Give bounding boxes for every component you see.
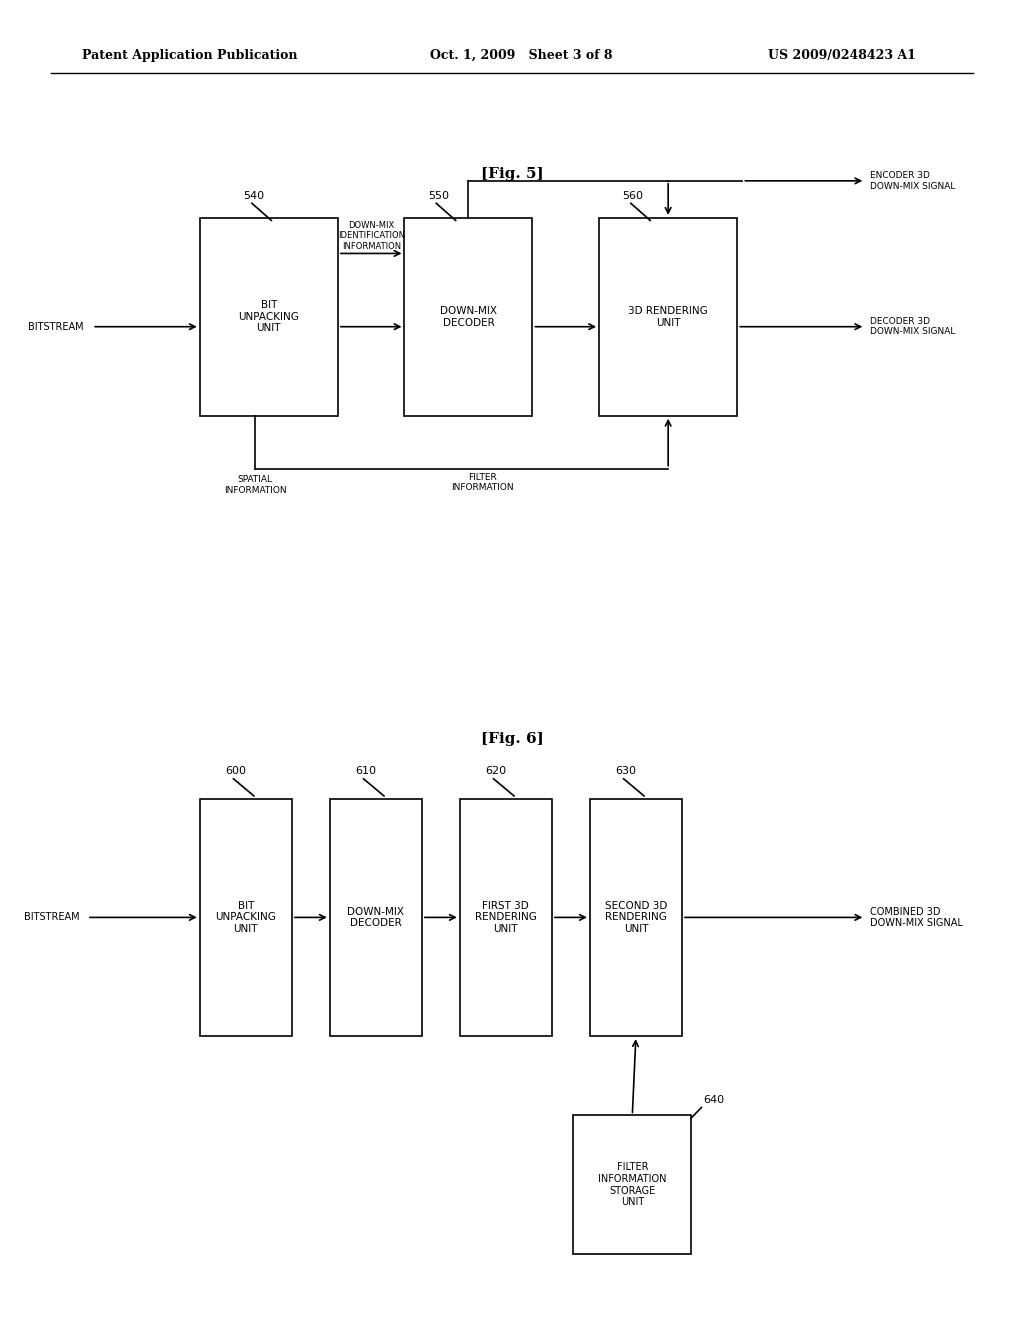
FancyBboxPatch shape xyxy=(573,1115,691,1254)
Text: DECODER 3D
DOWN-MIX SIGNAL: DECODER 3D DOWN-MIX SIGNAL xyxy=(870,317,955,337)
Text: Patent Application Publication: Patent Application Publication xyxy=(82,49,297,62)
Text: BITSTREAM: BITSTREAM xyxy=(25,912,80,923)
Text: DOWN-MIX
DECODER: DOWN-MIX DECODER xyxy=(440,306,497,327)
FancyBboxPatch shape xyxy=(460,799,552,1036)
Text: SPATIAL
INFORMATION: SPATIAL INFORMATION xyxy=(223,475,287,495)
FancyBboxPatch shape xyxy=(590,799,682,1036)
Text: 600: 600 xyxy=(225,766,246,776)
Text: 560: 560 xyxy=(623,190,643,201)
Text: ENCODER 3D
DOWN-MIX SIGNAL: ENCODER 3D DOWN-MIX SIGNAL xyxy=(870,172,955,190)
Text: 640: 640 xyxy=(703,1094,725,1105)
Text: DOWN-MIX
IDENTIFICATION
INFORMATION: DOWN-MIX IDENTIFICATION INFORMATION xyxy=(338,220,404,251)
Text: [Fig. 6]: [Fig. 6] xyxy=(480,733,544,746)
Text: Oct. 1, 2009   Sheet 3 of 8: Oct. 1, 2009 Sheet 3 of 8 xyxy=(430,49,612,62)
Text: SECOND 3D
RENDERING
UNIT: SECOND 3D RENDERING UNIT xyxy=(605,900,667,935)
FancyBboxPatch shape xyxy=(200,218,338,416)
Text: FILTER
INFORMATION: FILTER INFORMATION xyxy=(451,473,513,492)
Text: [Fig. 5]: [Fig. 5] xyxy=(480,168,544,181)
Text: 540: 540 xyxy=(244,190,264,201)
FancyBboxPatch shape xyxy=(330,799,422,1036)
Text: FILTER
INFORMATION
STORAGE
UNIT: FILTER INFORMATION STORAGE UNIT xyxy=(598,1163,667,1206)
Text: BITSTREAM: BITSTREAM xyxy=(29,322,84,331)
Text: 550: 550 xyxy=(428,190,449,201)
Text: 610: 610 xyxy=(355,766,376,776)
Text: 620: 620 xyxy=(485,766,506,776)
Text: BIT
UNPACKING
UNIT: BIT UNPACKING UNIT xyxy=(215,900,276,935)
Text: DOWN-MIX
DECODER: DOWN-MIX DECODER xyxy=(347,907,404,928)
FancyBboxPatch shape xyxy=(599,218,737,416)
Text: 630: 630 xyxy=(615,766,636,776)
FancyBboxPatch shape xyxy=(200,799,292,1036)
Text: COMBINED 3D
DOWN-MIX SIGNAL: COMBINED 3D DOWN-MIX SIGNAL xyxy=(870,907,964,928)
FancyBboxPatch shape xyxy=(404,218,532,416)
Text: BIT
UNPACKING
UNIT: BIT UNPACKING UNIT xyxy=(239,300,299,334)
Text: FIRST 3D
RENDERING
UNIT: FIRST 3D RENDERING UNIT xyxy=(475,900,537,935)
Text: 3D RENDERING
UNIT: 3D RENDERING UNIT xyxy=(629,306,708,327)
Text: US 2009/0248423 A1: US 2009/0248423 A1 xyxy=(768,49,915,62)
